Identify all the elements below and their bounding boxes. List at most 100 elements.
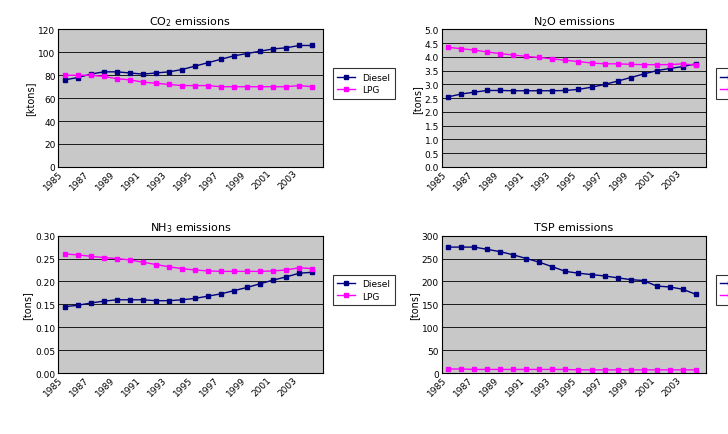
Line: Diesel: Diesel (446, 63, 697, 99)
LPG (74, 73, 82, 79)
Diesel (125, 297, 134, 302)
LPG (269, 85, 277, 90)
LPG (457, 367, 466, 372)
LPG (269, 269, 277, 274)
Title: CO$_2$ emissions: CO$_2$ emissions (149, 15, 232, 29)
LPG (483, 367, 491, 372)
Diesel (652, 284, 661, 289)
LPG (561, 367, 570, 372)
LPG (613, 368, 622, 373)
LPG (522, 367, 531, 372)
LPG (217, 269, 226, 274)
LPG (151, 82, 160, 87)
Diesel (496, 250, 505, 255)
Line: Diesel: Diesel (446, 246, 697, 296)
Diesel (191, 64, 199, 69)
Diesel (138, 297, 147, 302)
LPG (230, 269, 239, 274)
LPG (692, 368, 700, 373)
LPG (256, 85, 264, 90)
Diesel (509, 89, 518, 94)
Legend: Diesel, LPG: Diesel, LPG (333, 275, 395, 306)
Diesel (561, 89, 570, 94)
Diesel (600, 82, 609, 88)
LPG (626, 368, 635, 373)
Diesel (178, 297, 186, 302)
LPG (87, 73, 95, 79)
Diesel (308, 270, 317, 275)
Diesel (561, 269, 570, 274)
LPG (522, 55, 531, 60)
LPG (600, 62, 609, 67)
Diesel (282, 46, 290, 51)
Diesel (678, 65, 687, 70)
LPG (151, 262, 160, 267)
Diesel (522, 89, 531, 94)
LPG (87, 254, 95, 259)
Line: LPG: LPG (446, 368, 697, 372)
LPG (509, 53, 518, 59)
Diesel (639, 278, 648, 283)
LPG (165, 265, 173, 270)
LPG (295, 266, 304, 271)
Diesel (692, 62, 700, 67)
LPG (113, 256, 122, 262)
LPG (204, 84, 213, 89)
LPG (496, 52, 505, 57)
LPG (470, 48, 478, 53)
LPG (587, 368, 596, 373)
Diesel (587, 85, 596, 91)
Title: N$_2$O emissions: N$_2$O emissions (533, 15, 615, 29)
Diesel (692, 292, 700, 297)
Line: Diesel: Diesel (63, 45, 314, 82)
LPG (548, 367, 557, 372)
Diesel (548, 89, 557, 94)
Diesel (151, 299, 160, 304)
LPG (574, 60, 583, 65)
Diesel (470, 245, 478, 250)
Diesel (522, 256, 531, 262)
Diesel (60, 78, 69, 83)
Diesel (665, 285, 674, 290)
LPG (60, 73, 69, 79)
Diesel (665, 67, 674, 72)
Diesel (113, 297, 122, 302)
LPG (74, 253, 82, 258)
Diesel (113, 70, 122, 75)
LPG (113, 77, 122, 82)
LPG (256, 269, 264, 274)
Diesel (256, 282, 264, 287)
LPG (678, 62, 687, 67)
Y-axis label: [tons]: [tons] (412, 85, 422, 113)
LPG (639, 63, 648, 68)
Y-axis label: [tons]: [tons] (409, 290, 419, 319)
LPG (600, 368, 609, 373)
Diesel (308, 44, 317, 49)
Diesel (548, 265, 557, 270)
Diesel (165, 299, 173, 304)
LPG (138, 80, 147, 85)
LPG (652, 368, 661, 373)
LPG (535, 367, 544, 372)
Diesel (535, 89, 544, 94)
Diesel (457, 92, 466, 98)
Diesel (60, 304, 69, 309)
LPG (308, 266, 317, 272)
LPG (535, 56, 544, 61)
Diesel (483, 247, 491, 253)
Diesel (242, 52, 251, 57)
Diesel (230, 54, 239, 59)
LPG (626, 62, 635, 68)
LPG (509, 367, 518, 372)
LPG (678, 368, 687, 373)
Diesel (125, 71, 134, 76)
LPG (444, 367, 453, 372)
Diesel (269, 278, 277, 283)
LPG (665, 63, 674, 68)
LPG (230, 85, 239, 90)
Diesel (242, 285, 251, 290)
Diesel (574, 271, 583, 276)
Diesel (87, 72, 95, 78)
Diesel (269, 47, 277, 53)
LPG (692, 63, 700, 69)
